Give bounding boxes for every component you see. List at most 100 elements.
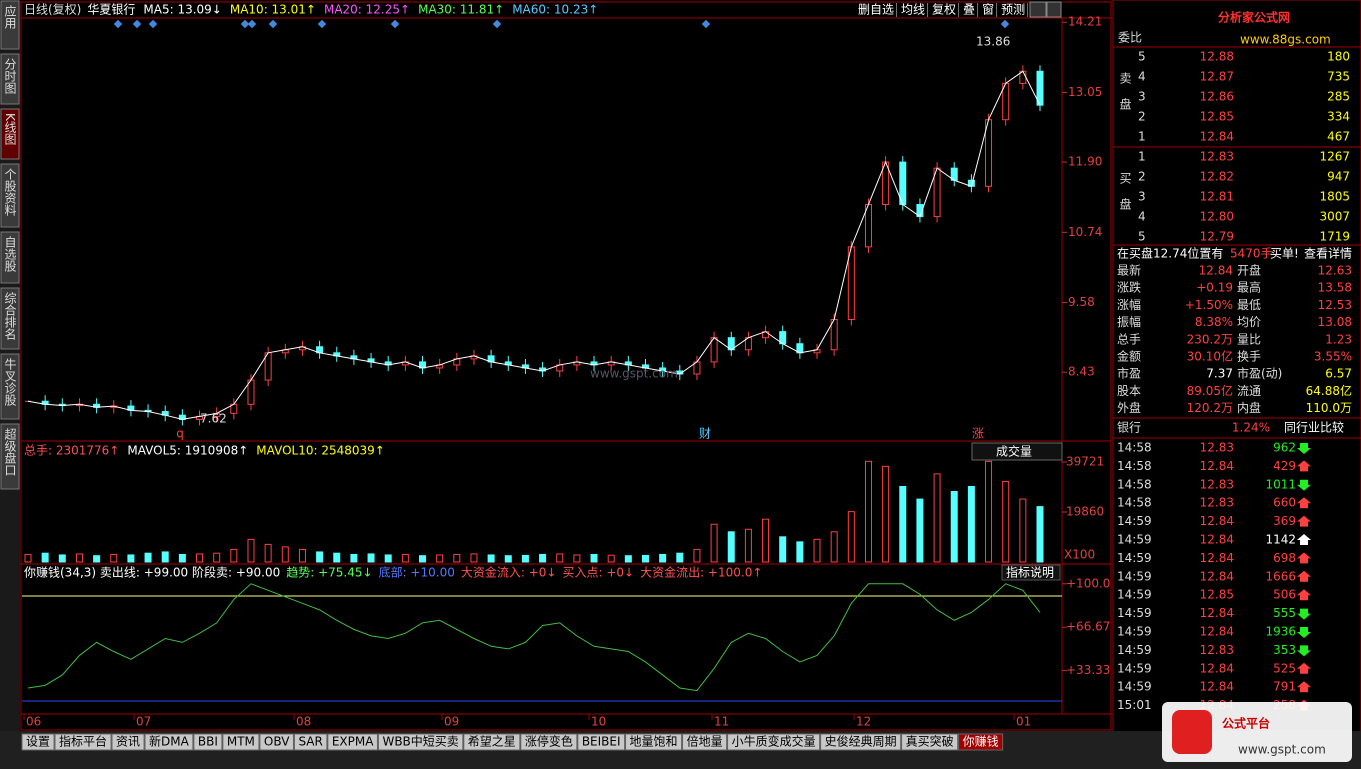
trade-time: 14:59 [1117,533,1152,547]
bottom-tab-bg[interactable] [293,733,328,751]
sidebar-tab-label[interactable]: 自选股 [3,236,17,273]
trade-volume: 962 [1273,441,1296,455]
trade-time: 14:58 [1117,441,1152,455]
bottom-tab-bg[interactable] [625,733,683,751]
industry-link[interactable]: 同行业比较 [1284,420,1344,435]
stat-label: 市盈(动) [1237,366,1282,381]
volume-bar [641,554,649,563]
sidebar-tab[interactable] [0,287,20,350]
bottom-tab[interactable]: 倍地量 [687,734,723,749]
bottom-tab-bg[interactable] [222,733,260,751]
bottom-tab[interactable]: 希望之星 [468,734,516,749]
trade-time: 15:01 [1117,698,1152,712]
bottom-tab[interactable]: MTM [227,735,255,749]
toolbar-button[interactable]: 预测 [1001,3,1025,17]
stat-value: 12.63 [1318,264,1352,278]
trade-volume: 353 [1273,643,1296,657]
bottom-tab[interactable]: WBB中短买卖 [382,734,458,749]
trade-price: 12.84 [1200,569,1234,583]
toolbar-button[interactable]: 窗 [982,3,994,17]
bottom-tab-bg[interactable] [901,733,959,751]
bottom-tab-bg[interactable] [54,733,112,751]
book-price: 12.82 [1200,170,1234,184]
bottom-tab[interactable]: SAR [298,735,322,749]
toolbar-arrow[interactable] [1046,1,1062,18]
bottom-tab-bg[interactable] [958,733,1004,751]
bottom-tab-bg[interactable] [377,733,464,751]
bottom-tab-bg[interactable] [193,733,223,751]
sidebar-tab[interactable] [0,353,20,420]
bottom-tab[interactable]: EXPMA [332,735,374,749]
toolbar-arrow[interactable] [1029,1,1047,18]
trade-arrow [1297,515,1311,527]
bottom-tab[interactable]: 地量饱和 [630,734,678,749]
trend-line [27,583,1041,692]
bottom-tab[interactable]: 新DMA [149,734,190,749]
bottom-tab[interactable]: BBI [198,735,218,749]
bottom-tab[interactable]: 涨停变色 [525,734,573,749]
toolbar-button[interactable]: 删自选 [858,3,894,17]
trade-time: 14:58 [1117,496,1152,510]
trade-price: 12.83 [1200,496,1234,510]
bottom-tab-bg[interactable] [727,733,821,751]
sidebar-tab[interactable] [0,53,20,105]
signal-marker: q [176,427,184,441]
selector-box[interactable] [971,442,1063,461]
notice-link[interactable]: 查看详情 [1304,246,1352,261]
bottom-tab-bg[interactable] [111,733,145,751]
x-tick-label: 11 [714,715,729,729]
sidebar-tab[interactable] [0,231,20,284]
volume-bar [75,553,83,563]
volume-selector[interactable]: 成交量 [996,444,1032,459]
sidebar-tab-label[interactable]: 个股资料 [3,168,17,216]
y-tick-label: 19860 [1066,505,1104,519]
bottom-tab-bg[interactable] [259,733,294,751]
bottom-tab-bg[interactable] [144,733,194,751]
toolbar-button[interactable]: 叠 [963,3,975,17]
volume-bar [950,491,958,563]
sidebar-tab[interactable] [0,423,20,490]
bottom-tab-bg[interactable] [682,733,728,751]
sidebar-tab[interactable] [0,0,20,50]
help-label[interactable]: 指标说明 [1006,565,1054,580]
bottom-tab[interactable]: 小牛质变成交量 [732,734,816,749]
sidebar-tab[interactable] [0,108,20,160]
bottom-tab-bg[interactable] [21,733,55,751]
book-level: 4 [1138,210,1146,224]
sidebar-tab-label[interactable]: K线图 [3,113,17,145]
bottom-tab-bg[interactable] [820,733,902,751]
bottom-tab[interactable]: 指标平台 [59,734,107,749]
stock-name: 华夏银行 [87,3,135,17]
toolbar-button[interactable]: 均线 [901,3,925,17]
trade-price: 12.83 [1200,643,1234,657]
bottom-tab[interactable]: 史俊经典周期 [825,734,897,749]
badge-icon [1172,710,1212,754]
sidebar-tab-label[interactable]: 综合排名 [3,292,17,340]
bottom-tab-bg[interactable] [463,733,521,751]
bottom-tab[interactable]: OBV [264,735,290,749]
sidebar-tab-label[interactable]: 牛叉诊股 [3,357,17,407]
sidebar-tab-label[interactable]: 应用 [3,4,17,30]
trade-volume: 660 [1273,496,1296,510]
volume-bar [436,554,444,563]
toolbar-button[interactable]: 复权 [932,3,956,17]
bottom-tab[interactable]: BEIBEI [582,735,621,749]
trade-price: 12.84 [1200,606,1234,620]
sidebar-tab-label[interactable]: 分时图 [3,58,17,94]
sidebar-tab[interactable] [0,163,20,228]
bottom-tab-bg[interactable] [577,733,626,751]
toolbar-sep [958,3,960,17]
trade-time: 14:59 [1117,625,1152,639]
sidebar-tab-label[interactable]: 超级盘口 [3,427,17,476]
buy-label: 买盘 [1118,172,1132,224]
bottom-tab[interactable]: 设置 [26,735,50,749]
help-button[interactable] [1001,564,1061,581]
bottom-tab[interactable]: 真买突破 [906,734,954,749]
bottom-tab[interactable]: 资讯 [116,735,140,749]
bottom-tab-bg[interactable] [520,733,578,751]
bottom-tab-bg[interactable] [327,733,378,751]
notice: 在买盘12.74位置有 [1117,246,1223,261]
bottom-tab[interactable]: 你赚钱 [963,734,999,749]
period: 日线(复权) [24,3,81,17]
book-volume: 947 [1327,170,1350,184]
